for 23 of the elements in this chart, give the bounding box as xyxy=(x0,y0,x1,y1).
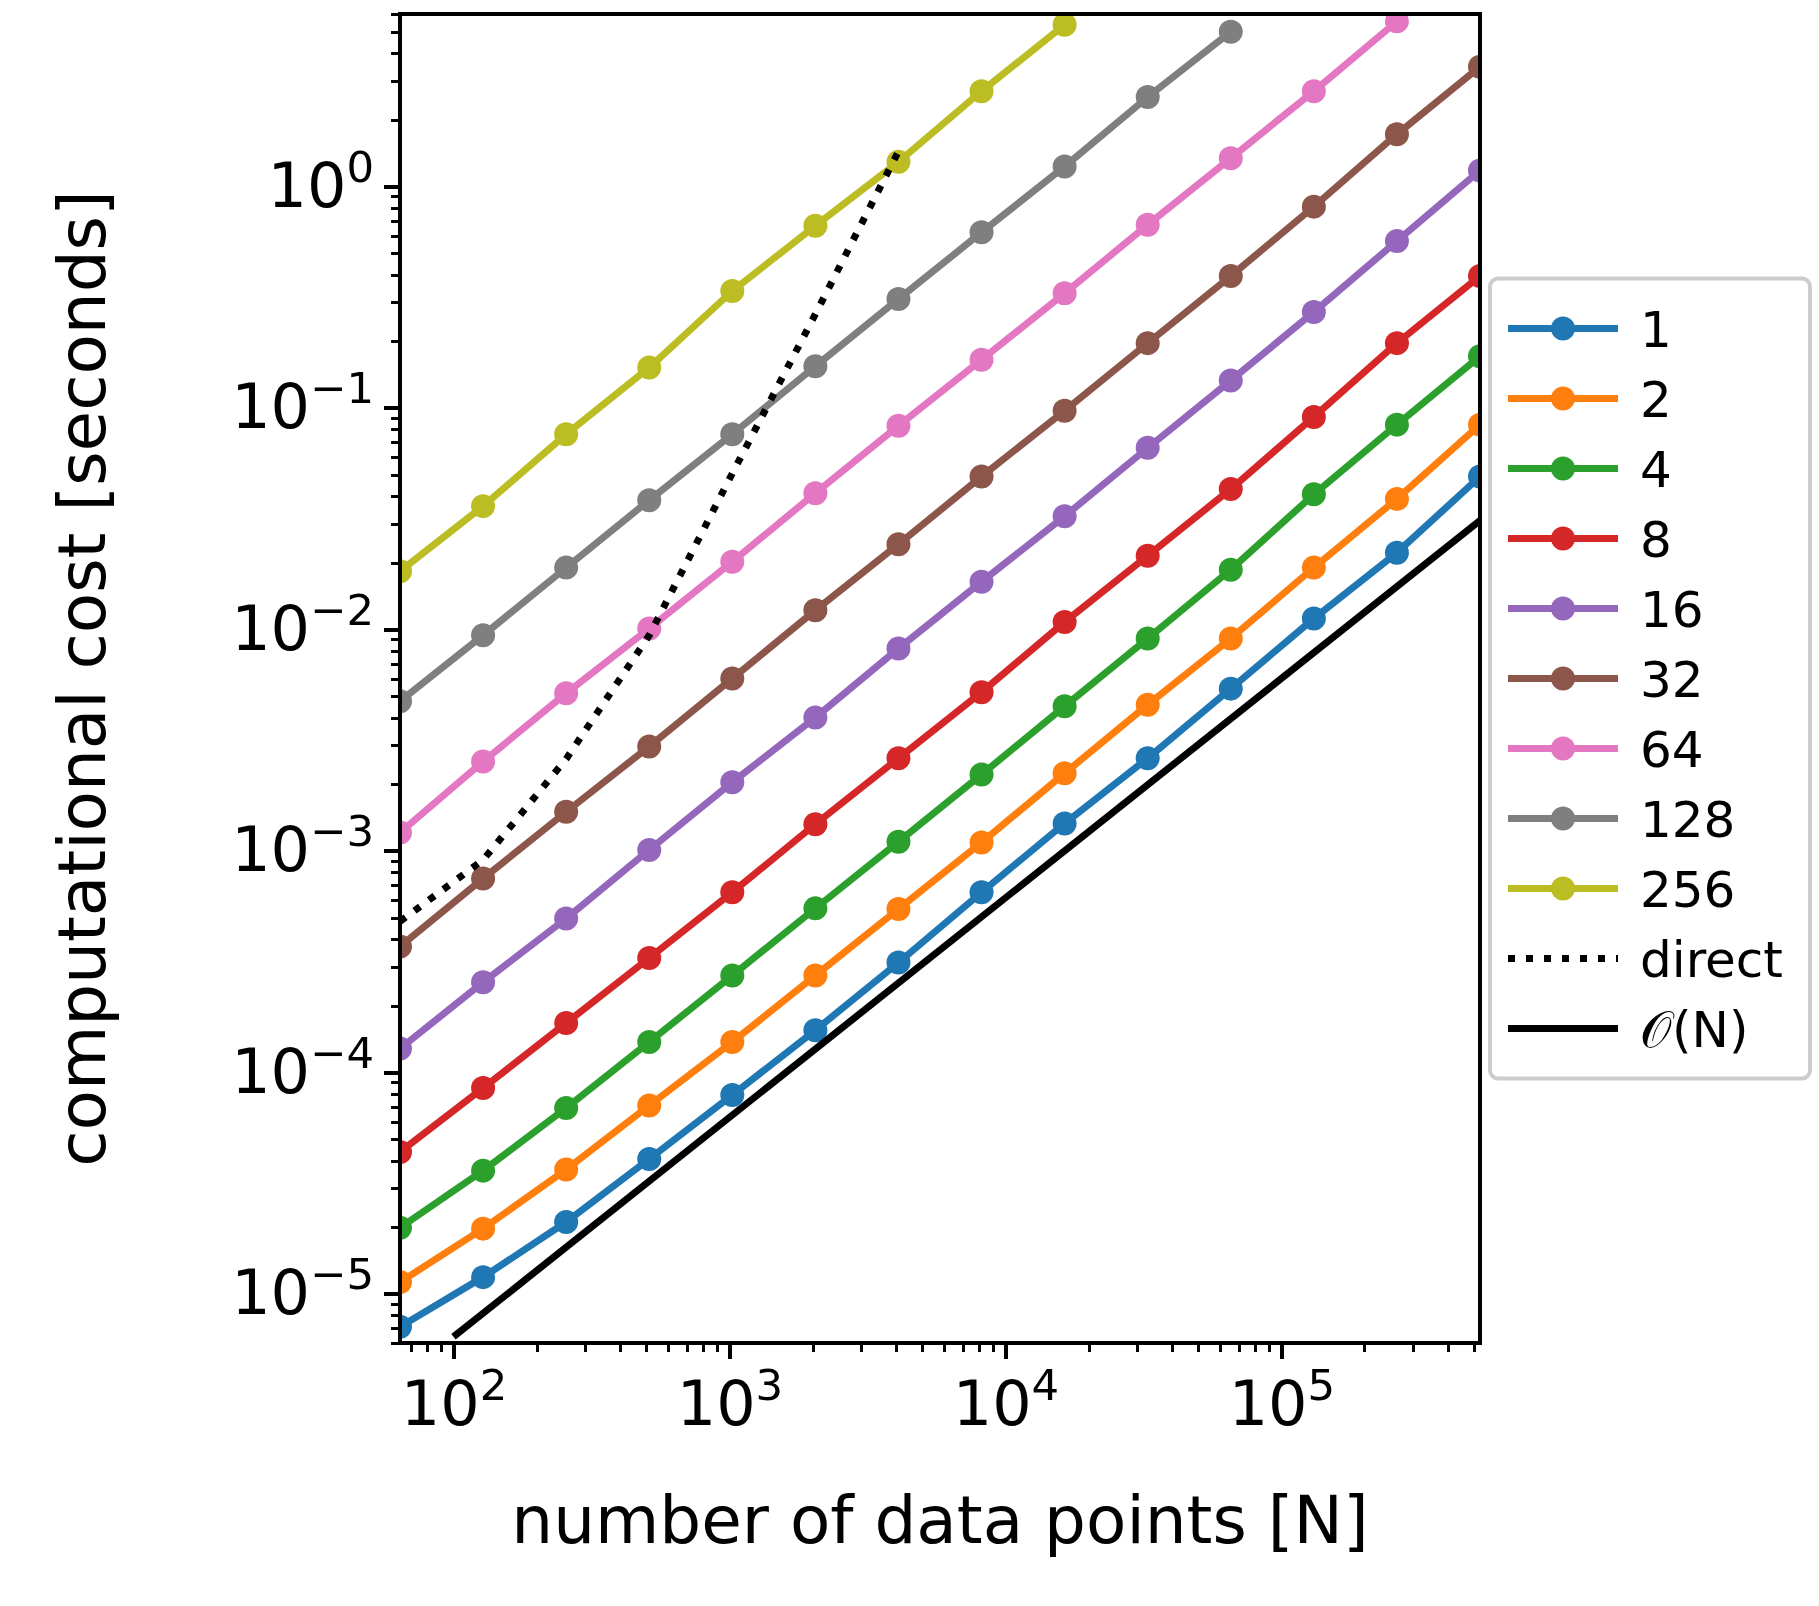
x-tick-label: 10$^{3}$ xyxy=(676,1360,784,1441)
legend-label: 1 xyxy=(1640,300,1672,359)
legend-label: 32 xyxy=(1640,650,1704,709)
x-tick-label: 10$^{5}$ xyxy=(1228,1360,1336,1441)
legend-label: 256 xyxy=(1640,860,1736,919)
legend-label: 64 xyxy=(1640,720,1704,779)
legend-label: direct xyxy=(1640,930,1783,989)
legend-label: 2 xyxy=(1640,370,1672,429)
y-axis-title: computational cost [seconds] xyxy=(44,190,121,1167)
legend-label: 16 xyxy=(1640,580,1704,639)
y-tick-label: 10$^{−2}$ xyxy=(231,584,374,665)
y-tick-label: 10$^{−3}$ xyxy=(231,806,374,887)
y-tick-label: 10$^{0}$ xyxy=(267,141,374,222)
x-tick-label: 10$^{4}$ xyxy=(952,1360,1060,1441)
legend-label: 4 xyxy=(1640,440,1672,499)
x-axis-title: number of data points [N] xyxy=(511,1482,1369,1559)
y-tick-label: 10$^{−1}$ xyxy=(231,363,374,444)
y-tick-label: 10$^{−4}$ xyxy=(231,1027,374,1108)
legend-label: 𝒪(N) xyxy=(1640,1000,1749,1059)
y-tick-label: 10$^{−5}$ xyxy=(231,1249,374,1330)
legend-label: 128 xyxy=(1640,790,1736,849)
x-tick-label: 10$^{2}$ xyxy=(400,1360,508,1441)
legend-label: 8 xyxy=(1640,510,1672,569)
